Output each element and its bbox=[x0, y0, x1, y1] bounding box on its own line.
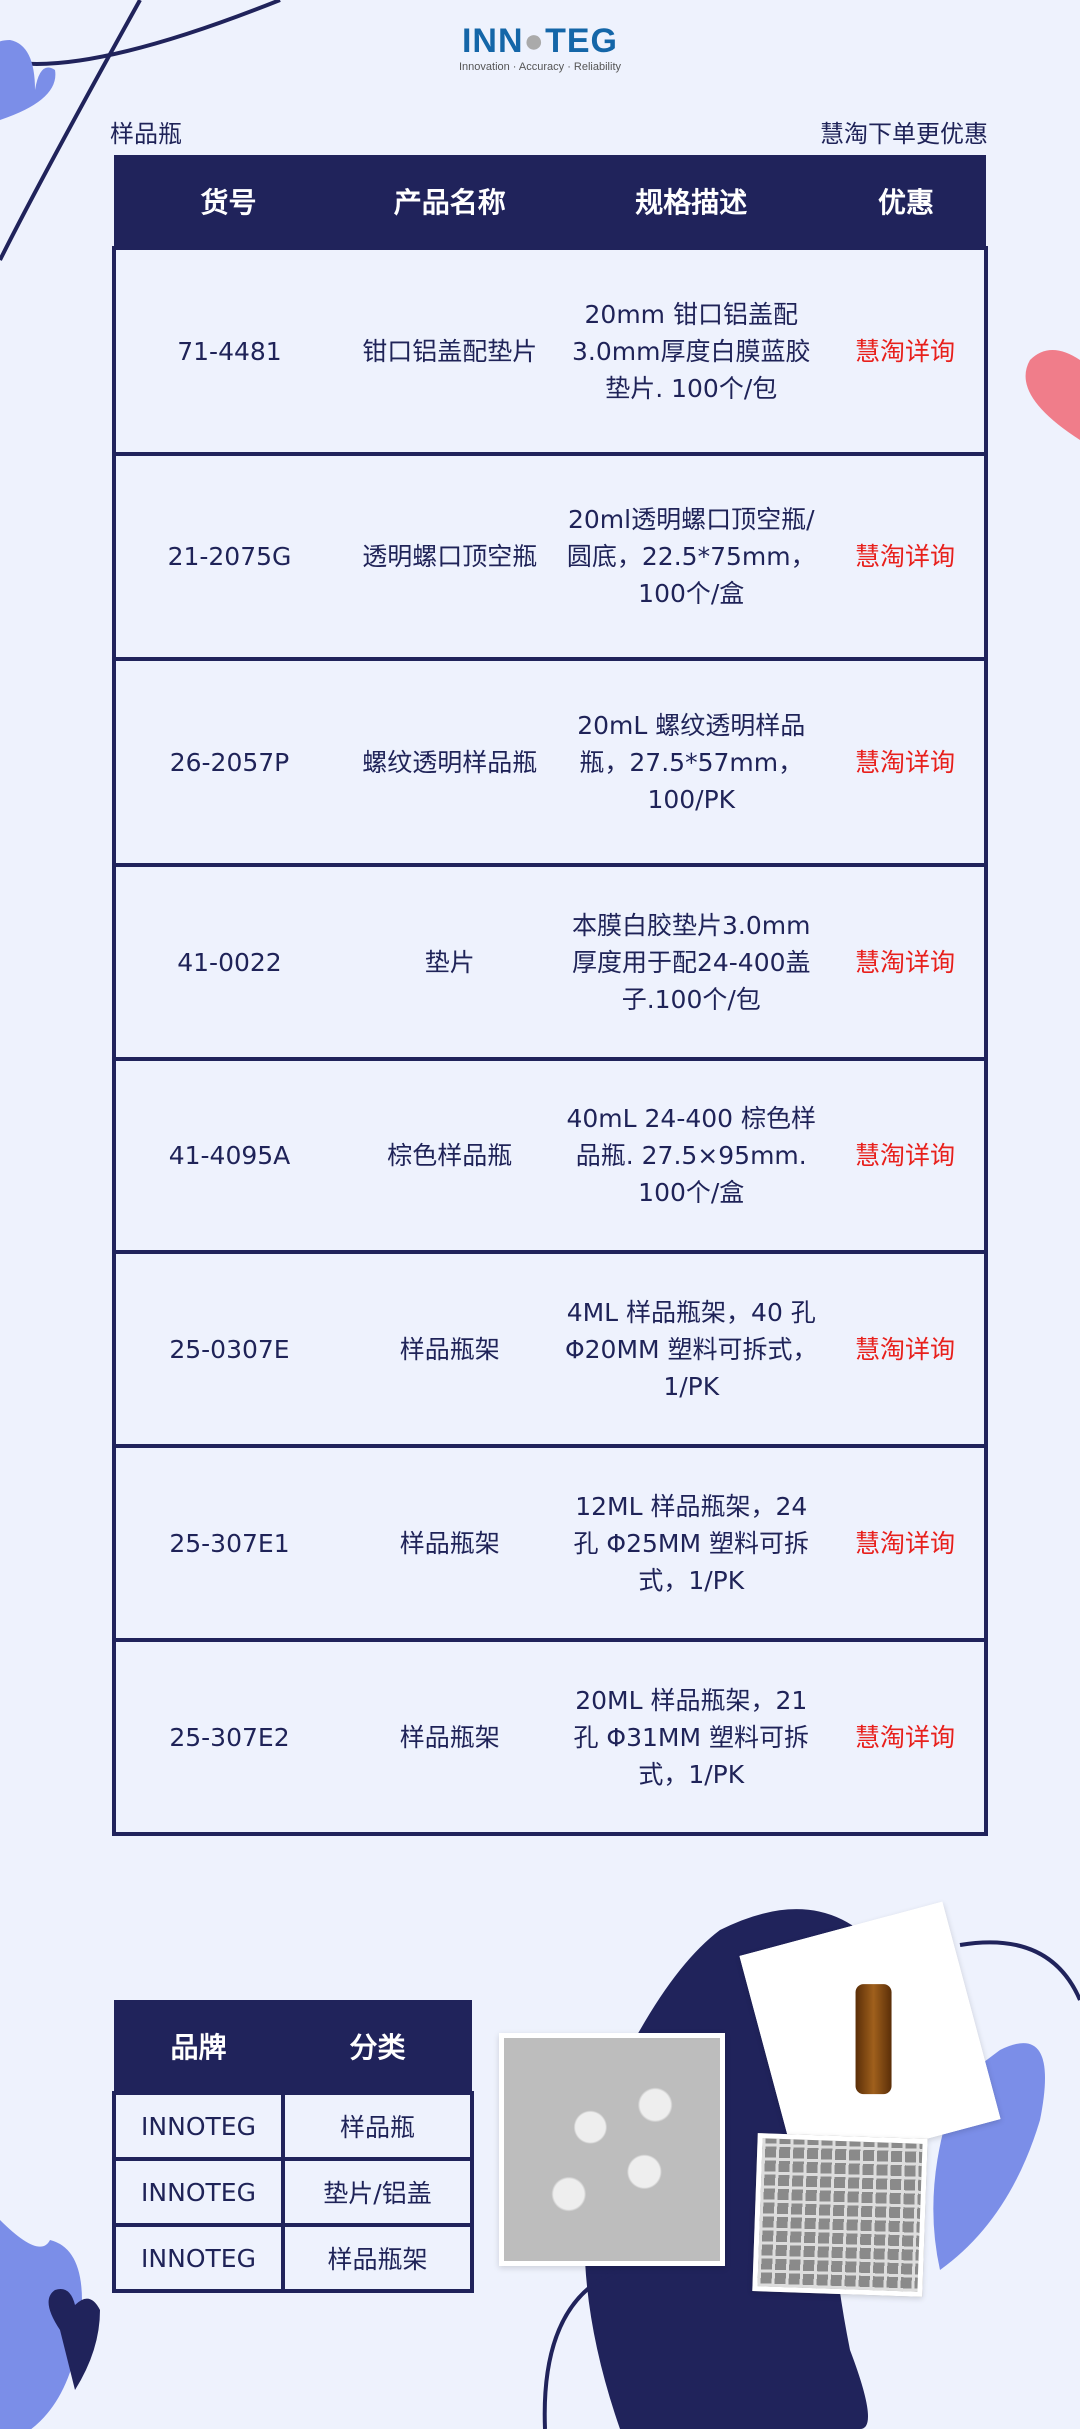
product-name-cell: 样品瓶架 bbox=[342, 1638, 557, 1836]
col-header-spec: 规格描述 bbox=[556, 155, 826, 248]
heart-icon bbox=[0, 2220, 82, 2429]
logo-wordmark: INN●TEG bbox=[461, 22, 618, 60]
category-cell: 样品瓶架 bbox=[281, 2223, 474, 2293]
offer-link[interactable]: 慧淘详询 bbox=[825, 1444, 989, 1642]
table-row: INNOTEG 垫片/铝盖 bbox=[112, 2157, 474, 2227]
innoteg-logo: INN●TEG Innovation · Accuracy · Reliabil… bbox=[430, 22, 650, 92]
brand-cell: INNOTEG bbox=[112, 2157, 285, 2227]
table-row: 25-0307E 样品瓶架 4ML 样品瓶架，40 孔 Φ20MM 塑料可拆式，1/… bbox=[112, 1250, 989, 1448]
vial-rack-photo bbox=[752, 2133, 928, 2297]
product-name-cell: 垫片 bbox=[342, 863, 557, 1061]
category-cell: 垫片/铝盖 bbox=[281, 2157, 474, 2227]
offer-link[interactable]: 慧淘详询 bbox=[825, 452, 989, 661]
heart-icon bbox=[48, 2289, 100, 2390]
sku-cell: 26-2057P bbox=[112, 657, 343, 867]
brand-table: 品牌 分类 INNOTEG 样品瓶 INNOTEG 垫片/铝盖 INNOTEG 样品瓶架 bbox=[112, 2000, 474, 2293]
table-row: 25-307E2 样品瓶架 20ML 样品瓶架，21 孔 Φ31MM 塑料可拆式，1… bbox=[112, 1638, 989, 1836]
curve-line bbox=[0, 0, 281, 66]
product-name-cell: 棕色样品瓶 bbox=[342, 1057, 557, 1254]
product-name-cell: 透明螺口顶空瓶 bbox=[342, 452, 557, 661]
offer-link[interactable]: 慧淘详询 bbox=[825, 1250, 989, 1448]
heart-icon bbox=[1025, 350, 1080, 440]
sku-cell: 21-2075G bbox=[112, 452, 343, 661]
sku-cell: 41-4095A bbox=[112, 1057, 343, 1254]
sku-cell: 25-307E2 bbox=[112, 1638, 343, 1836]
table-row: 41-4095A 棕色样品瓶 40mL 24-400 棕色样品瓶. 27.5×95m… bbox=[112, 1057, 989, 1254]
table-row: 26-2057P 螺纹透明样品瓶 20mL 螺纹透明样品瓶，27.5*57mm，10… bbox=[112, 657, 989, 867]
brand-cell: INNOTEG bbox=[112, 2091, 285, 2161]
spec-cell: 40mL 24-400 棕色样品瓶. 27.5×95mm. 100个/盒 bbox=[556, 1057, 826, 1254]
col-header-offer: 优惠 bbox=[825, 155, 986, 248]
table-row: INNOTEG 样品瓶架 bbox=[112, 2223, 474, 2293]
sku-cell: 25-0307E bbox=[112, 1250, 343, 1448]
col-header-brand: 品牌 bbox=[114, 2000, 283, 2093]
septa-caps-photo bbox=[499, 2033, 725, 2266]
curve-line bbox=[959, 1940, 1080, 2001]
spec-cell: 20ML 样品瓶架，21 孔 Φ31MM 塑料可拆式，1/PK bbox=[556, 1638, 826, 1836]
curve-line bbox=[542, 2268, 621, 2429]
sku-cell: 71-4481 bbox=[112, 246, 343, 456]
col-header-sku: 货号 bbox=[114, 155, 343, 248]
table-row: 71-4481 钳口铝盖配垫片 20mm 钳口铝盖配3.0mm厚度白膜蓝胶垫片. 1… bbox=[112, 246, 989, 456]
table-row: INNOTEG 样品瓶 bbox=[112, 2091, 474, 2161]
product-name-cell: 样品瓶架 bbox=[342, 1250, 557, 1448]
offer-link[interactable]: 慧淘详询 bbox=[825, 246, 989, 456]
offer-link[interactable]: 慧淘详询 bbox=[825, 1057, 989, 1254]
category-cell: 样品瓶 bbox=[281, 2091, 474, 2161]
spec-cell: 12ML 样品瓶架，24 孔 Φ25MM 塑料可拆式，1/PK bbox=[556, 1444, 826, 1642]
table-row: 21-2075G 透明螺口顶空瓶 20ml透明螺口顶空瓶/圆底，22.5*75mm，… bbox=[112, 452, 989, 661]
col-header-category: 分类 bbox=[283, 2000, 472, 2093]
offer-link[interactable]: 慧淘详询 bbox=[825, 657, 989, 867]
logo-tagline: Innovation · Accuracy · Reliability bbox=[458, 61, 621, 73]
sku-cell: 41-0022 bbox=[112, 863, 343, 1061]
spec-cell: 本膜白胶垫片3.0mm厚度用于配24-400盖子.100个/包 bbox=[556, 863, 826, 1061]
product-table: 货号 产品名称 规格描述 优惠 71-4481 钳口铝盖配垫片 20mm 钳口铝盖配… bbox=[112, 155, 989, 1836]
promo-text: 慧淘下单更优惠 bbox=[820, 120, 988, 148]
section-title: 样品瓶 bbox=[110, 120, 182, 148]
spec-cell: 20mm 钳口铝盖配3.0mm厚度白膜蓝胶垫片. 100个/包 bbox=[556, 246, 826, 456]
offer-link[interactable]: 慧淘详询 bbox=[825, 863, 989, 1061]
product-name-cell: 螺纹透明样品瓶 bbox=[342, 657, 557, 867]
table-row: 41-0022 垫片 本膜白胶垫片3.0mm厚度用于配24-400盖子.100个/包… bbox=[112, 863, 989, 1061]
table-row: 25-307E1 样品瓶架 12ML 样品瓶架，24 孔 Φ25MM 塑料可拆式，1… bbox=[112, 1444, 989, 1642]
product-name-cell: 样品瓶架 bbox=[342, 1444, 557, 1642]
offer-link[interactable]: 慧淘详询 bbox=[825, 1638, 989, 1836]
col-header-name: 产品名称 bbox=[342, 155, 557, 248]
brand-cell: INNOTEG bbox=[112, 2223, 285, 2293]
spec-cell: 20ml透明螺口顶空瓶/圆底，22.5*75mm，100个/盒 bbox=[556, 452, 826, 661]
curve-line bbox=[0, 0, 142, 261]
sku-cell: 25-307E1 bbox=[112, 1444, 343, 1642]
heart-icon bbox=[0, 40, 56, 120]
spec-cell: 4ML 样品瓶架，40 孔 Φ20MM 塑料可拆式，1/PK bbox=[556, 1250, 826, 1448]
spec-cell: 20mL 螺纹透明样品瓶，27.5*57mm，100/PK bbox=[556, 657, 826, 867]
product-name-cell: 钳口铝盖配垫片 bbox=[342, 246, 557, 456]
